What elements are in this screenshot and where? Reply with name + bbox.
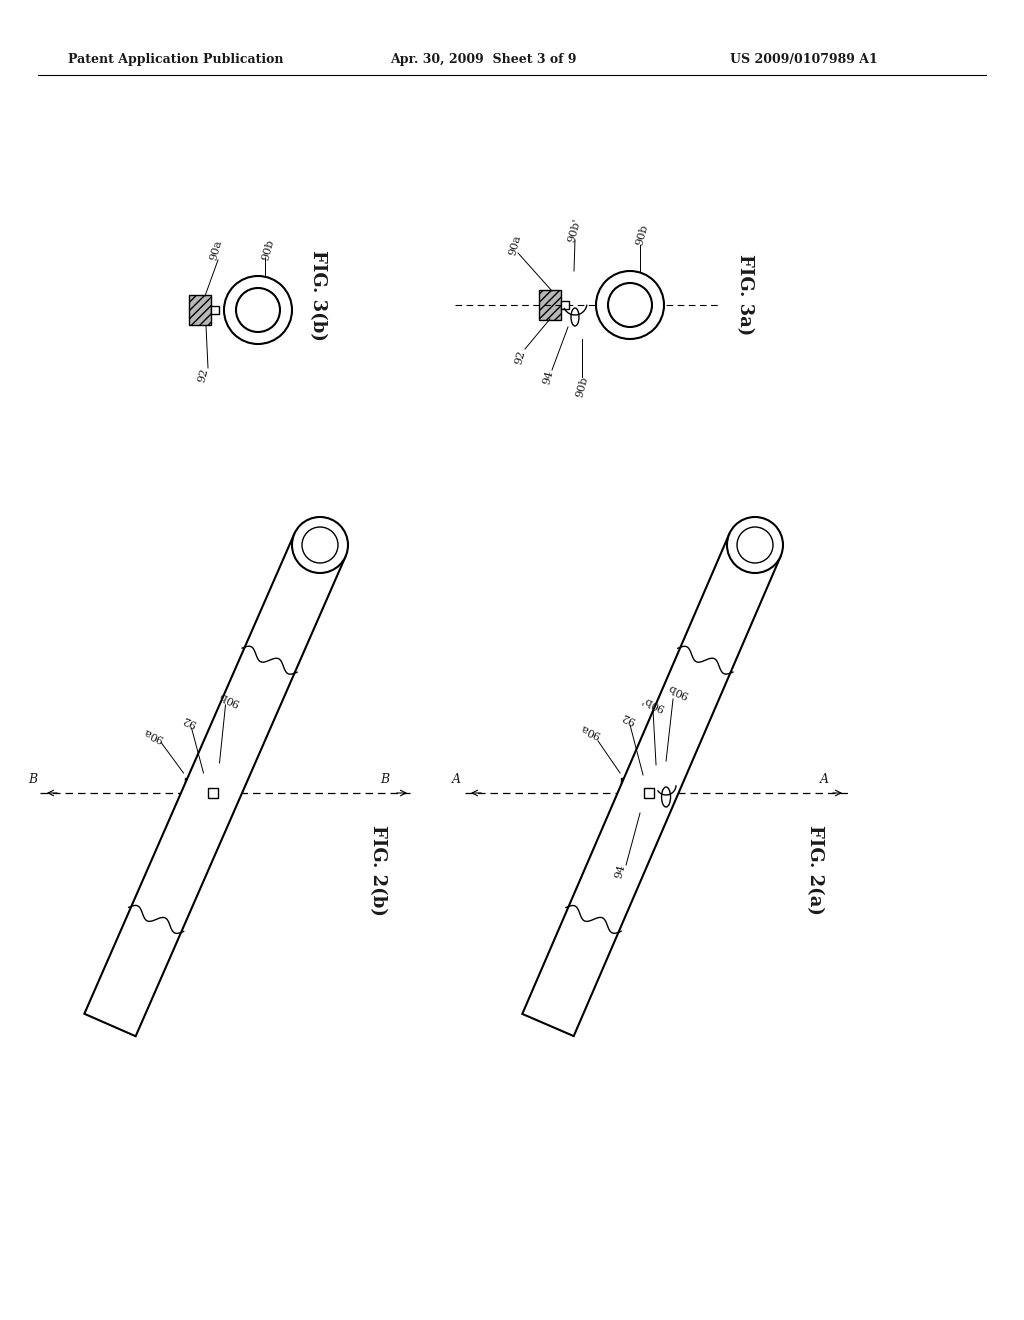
Text: 90b: 90b: [574, 375, 590, 399]
Text: 90b: 90b: [667, 682, 690, 700]
Circle shape: [596, 271, 664, 339]
Text: 90b: 90b: [260, 239, 275, 261]
Bar: [189, 294, 211, 325]
Text: FIG. 3(b): FIG. 3(b): [309, 249, 327, 341]
Circle shape: [608, 282, 652, 327]
Text: B: B: [380, 774, 389, 785]
Polygon shape: [84, 533, 346, 1036]
Text: A: A: [820, 774, 829, 785]
Text: FIG. 2(a): FIG. 2(a): [806, 825, 824, 915]
Text: 92: 92: [181, 714, 198, 729]
Bar: [644, 788, 654, 799]
Text: FIG. 3a): FIG. 3a): [736, 255, 754, 335]
Circle shape: [302, 527, 338, 564]
Text: B: B: [28, 774, 37, 785]
Bar: [561, 301, 569, 309]
Circle shape: [224, 276, 292, 345]
Bar: [208, 788, 217, 799]
Text: US 2009/0107989 A1: US 2009/0107989 A1: [730, 54, 878, 66]
Text: Apr. 30, 2009  Sheet 3 of 9: Apr. 30, 2009 Sheet 3 of 9: [390, 54, 577, 66]
Bar: [184, 777, 207, 808]
Text: 90a: 90a: [579, 722, 602, 739]
Text: 90b': 90b': [640, 693, 667, 713]
Bar: [539, 290, 561, 319]
Text: 90b: 90b: [635, 223, 649, 247]
Text: 92: 92: [197, 367, 210, 383]
Text: A: A: [452, 774, 461, 785]
Text: 90b: 90b: [218, 689, 242, 708]
Circle shape: [292, 517, 348, 573]
Text: 94: 94: [542, 368, 555, 385]
Text: 90a: 90a: [209, 239, 223, 261]
Text: 90a: 90a: [508, 234, 522, 256]
Text: FIG. 2(b): FIG. 2(b): [369, 825, 387, 916]
Text: 94: 94: [613, 863, 627, 879]
Circle shape: [236, 288, 280, 333]
Bar: [211, 306, 219, 314]
Text: Patent Application Publication: Patent Application Publication: [68, 54, 284, 66]
Text: 92: 92: [513, 348, 526, 366]
Polygon shape: [522, 533, 780, 1036]
Text: 90a: 90a: [142, 726, 165, 743]
Circle shape: [727, 517, 783, 573]
Text: 90b': 90b': [567, 216, 583, 243]
Text: 92: 92: [620, 710, 637, 726]
Circle shape: [737, 527, 773, 564]
Bar: [621, 777, 643, 808]
